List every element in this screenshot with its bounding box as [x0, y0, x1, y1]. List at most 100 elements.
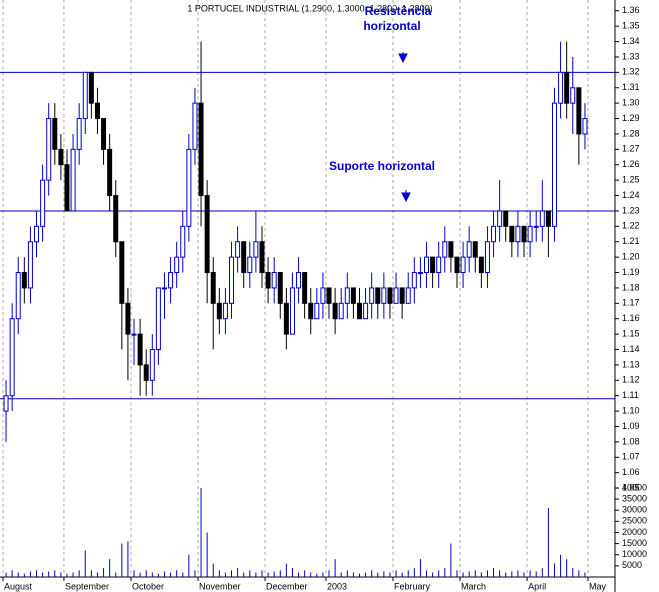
candle-body: [314, 302, 320, 320]
candle-body: [576, 87, 582, 135]
candle-body: [332, 302, 338, 320]
candle-body: [229, 256, 235, 304]
candle-body: [570, 87, 576, 104]
volume-bar: [578, 570, 580, 577]
candle-body: [40, 179, 46, 227]
y-tick-label: 1.12: [622, 375, 640, 385]
candle-body: [155, 287, 161, 351]
candle-body: [52, 118, 58, 150]
candle-body: [204, 195, 210, 274]
candle-body: [296, 272, 302, 289]
y-tick-label: 1.20: [622, 252, 640, 262]
volume-bar: [261, 570, 263, 577]
volume-bar: [5, 572, 7, 577]
volume-bar: [352, 572, 354, 577]
y-tick-label: 1.32: [622, 67, 640, 77]
volume-bar: [237, 568, 239, 577]
volume-bar: [90, 570, 92, 577]
candle-body: [15, 272, 21, 320]
y-tick-label: 1.26: [622, 159, 640, 169]
y-tick-label: 1.16: [622, 313, 640, 323]
candle-body: [411, 272, 417, 289]
candle-body: [326, 287, 332, 304]
x-tick-label: February: [394, 581, 431, 591]
candle-body: [454, 256, 460, 274]
volume-bar: [450, 543, 452, 577]
volume-bar: [383, 571, 385, 577]
candle-body: [64, 164, 70, 212]
volume-bar: [188, 554, 190, 577]
candle-body: [545, 210, 551, 227]
volume-bar: [432, 572, 434, 577]
y-tick-label: 1.07: [622, 452, 640, 462]
y-tick-label: 1.29: [622, 113, 640, 123]
y-tick-label: 35000: [622, 493, 647, 503]
volume-bar: [572, 568, 574, 577]
x-tick-label: December: [266, 581, 308, 591]
candle-body: [442, 241, 448, 258]
volume-bar: [285, 563, 287, 577]
volume-bar: [255, 572, 257, 577]
arrow: [398, 52, 408, 64]
volume-bar: [584, 572, 586, 577]
candle-body: [149, 349, 155, 381]
candle-body: [399, 287, 405, 304]
volume-bar: [17, 572, 19, 577]
volume-bar: [346, 570, 348, 577]
volume-bar: [358, 573, 360, 577]
candle-body: [283, 302, 289, 335]
candle-body: [509, 225, 515, 243]
volume-bar: [273, 571, 275, 577]
x-tick-label: November: [199, 581, 241, 591]
candle-body: [9, 318, 15, 397]
candle-body: [393, 287, 399, 304]
y-tick-label: 1.24: [622, 190, 640, 200]
candle-body: [107, 148, 113, 197]
volume-bar: [279, 570, 281, 577]
candle-body: [101, 118, 107, 150]
chart-title: 1 PORTUCEL INDUSTRIAL (1.2900, 1.3000, 1…: [187, 3, 432, 13]
candle-body: [119, 241, 125, 304]
x-tick-label: October: [132, 581, 164, 591]
candle-body: [521, 225, 527, 243]
y-tick-label: 15000: [622, 538, 647, 548]
candle-body: [515, 225, 521, 243]
x-tick-label: May: [589, 581, 607, 591]
candle-body: [369, 287, 375, 304]
volume-bar: [224, 572, 226, 577]
candle-body: [210, 272, 216, 304]
candle-body: [113, 195, 119, 243]
candle-body: [3, 395, 9, 412]
candle-body: [375, 287, 381, 304]
volume-bar: [54, 570, 56, 577]
candle-body: [350, 287, 356, 304]
candle-body: [356, 302, 362, 320]
volume-bar: [29, 571, 31, 577]
candle-body: [417, 272, 423, 275]
y-tick-label: 1.31: [622, 82, 640, 92]
volume-bar: [194, 570, 196, 577]
y-tick-label: 1.10: [622, 405, 640, 415]
volume-bar: [340, 572, 342, 577]
volume-bar: [389, 572, 391, 577]
volume-bar: [438, 570, 440, 577]
candle-body: [478, 256, 484, 274]
volume-bar: [560, 554, 562, 577]
volume-bar: [407, 570, 409, 577]
volume-bar: [547, 507, 549, 577]
candle-body: [363, 302, 369, 320]
candle-body: [381, 287, 387, 304]
volume-bar: [127, 541, 129, 577]
candle-body: [277, 272, 283, 304]
candle-body: [88, 71, 94, 104]
y-tick-label: 40000: [622, 482, 647, 492]
y-tick-label: 1.06: [622, 467, 640, 477]
candle-body: [320, 287, 326, 304]
candle-body: [46, 118, 52, 181]
volume-bar: [249, 570, 251, 577]
candle-body: [551, 102, 557, 227]
volume-bar: [328, 570, 330, 577]
candle-body: [558, 71, 564, 104]
volume-bar: [170, 572, 172, 577]
